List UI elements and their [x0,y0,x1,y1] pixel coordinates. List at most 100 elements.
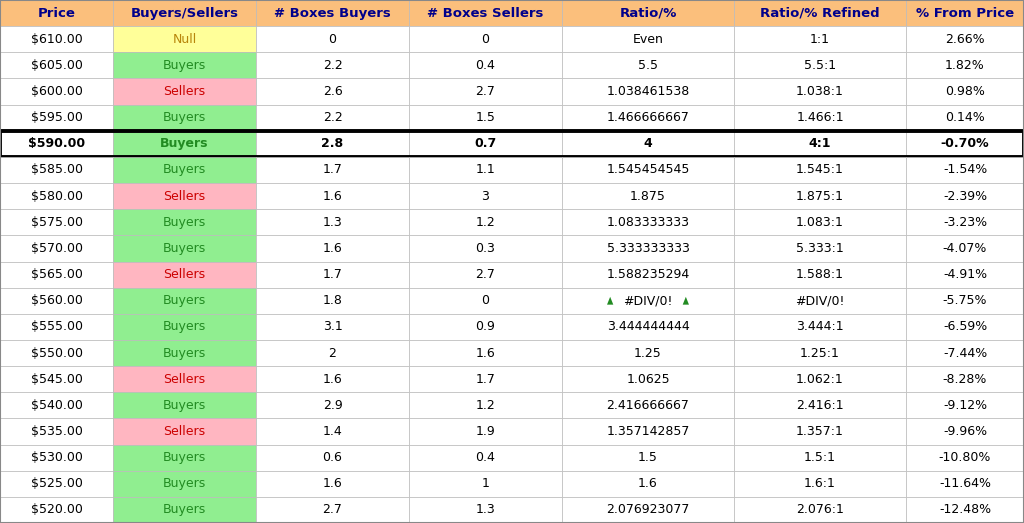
Bar [113,52,256,78]
Bar [256,235,409,262]
Bar [906,392,1024,418]
Bar [906,157,1024,183]
Text: 1.545454545: 1.545454545 [606,164,690,176]
Text: #DIV/0!: #DIV/0! [624,294,673,307]
Bar [0,183,113,209]
Bar [256,78,409,105]
Text: -11.64%: -11.64% [939,477,991,490]
Text: 1.357:1: 1.357:1 [796,425,844,438]
Text: 0.14%: 0.14% [945,111,985,124]
Text: 0: 0 [329,33,337,46]
Bar [113,497,256,523]
Text: 0.4: 0.4 [475,59,496,72]
Text: $575.00: $575.00 [31,216,83,229]
Text: $550.00: $550.00 [31,347,83,359]
Text: 2.416:1: 2.416:1 [797,399,844,412]
Text: 2.8: 2.8 [322,138,344,150]
Bar [0,131,1024,157]
Bar [0,288,113,314]
Text: $610.00: $610.00 [31,33,82,46]
Bar [562,183,734,209]
Text: Buyers: Buyers [160,138,209,150]
Bar [0,340,113,366]
Bar [409,183,562,209]
Bar [409,105,562,131]
Bar [734,288,906,314]
Bar [734,314,906,340]
Bar [113,262,256,288]
Bar [0,445,113,471]
Bar [256,340,409,366]
Text: 1.1: 1.1 [475,164,496,176]
Text: 2.076:1: 2.076:1 [796,504,844,516]
Text: $585.00: $585.00 [31,164,83,176]
Text: 2.7: 2.7 [323,504,342,516]
Text: 1.6:1: 1.6:1 [804,477,836,490]
Text: # Boxes Sellers: # Boxes Sellers [427,7,544,19]
Bar [409,471,562,497]
Text: $520.00: $520.00 [31,504,83,516]
Bar [734,392,906,418]
Bar [409,0,562,26]
Text: 5.333:1: 5.333:1 [796,242,844,255]
Text: 1.545:1: 1.545:1 [796,164,844,176]
Text: 2.6: 2.6 [323,85,342,98]
Bar [256,288,409,314]
Bar [409,392,562,418]
Text: 1.6: 1.6 [323,373,342,385]
Text: # Boxes Buyers: # Boxes Buyers [274,7,391,19]
Bar [734,235,906,262]
Bar [906,288,1024,314]
Text: 1.25: 1.25 [634,347,662,359]
Text: Even: Even [633,33,664,46]
Text: -12.48%: -12.48% [939,504,991,516]
Polygon shape [683,297,689,304]
Bar [256,0,409,26]
Text: Sellers: Sellers [164,190,206,202]
Text: $540.00: $540.00 [31,399,83,412]
Text: -9.12%: -9.12% [943,399,987,412]
Text: 1.7: 1.7 [475,373,496,385]
Bar [113,183,256,209]
Text: 3.444444444: 3.444444444 [606,321,689,333]
Text: -4.91%: -4.91% [943,268,987,281]
Bar [906,314,1024,340]
Bar [409,445,562,471]
Bar [113,471,256,497]
Text: -2.39%: -2.39% [943,190,987,202]
Text: Buyers: Buyers [163,216,206,229]
Text: 0.98%: 0.98% [945,85,985,98]
Bar [906,418,1024,445]
Text: 1.038:1: 1.038:1 [796,85,844,98]
Bar [734,105,906,131]
Text: 1.466666667: 1.466666667 [606,111,689,124]
Bar [906,497,1024,523]
Text: 1.5:1: 1.5:1 [804,451,836,464]
Bar [734,183,906,209]
Text: Sellers: Sellers [164,85,206,98]
Bar [113,209,256,235]
Bar [562,52,734,78]
Text: 1.083333333: 1.083333333 [606,216,689,229]
Bar [562,366,734,392]
Text: 2: 2 [329,347,337,359]
Text: 1.82%: 1.82% [945,59,985,72]
Text: 2.076923077: 2.076923077 [606,504,690,516]
Bar [562,78,734,105]
Bar [734,78,906,105]
Text: -9.96%: -9.96% [943,425,987,438]
Text: 2.2: 2.2 [323,111,342,124]
Text: $565.00: $565.00 [31,268,83,281]
Bar [734,445,906,471]
Text: 1.2: 1.2 [475,216,496,229]
Bar [409,366,562,392]
Text: 2.416666667: 2.416666667 [606,399,689,412]
Bar [113,366,256,392]
Bar [734,26,906,52]
Text: Buyers: Buyers [163,477,206,490]
Bar [256,183,409,209]
Text: 1.9: 1.9 [475,425,496,438]
Text: Buyers: Buyers [163,59,206,72]
Bar [409,209,562,235]
Bar [734,471,906,497]
